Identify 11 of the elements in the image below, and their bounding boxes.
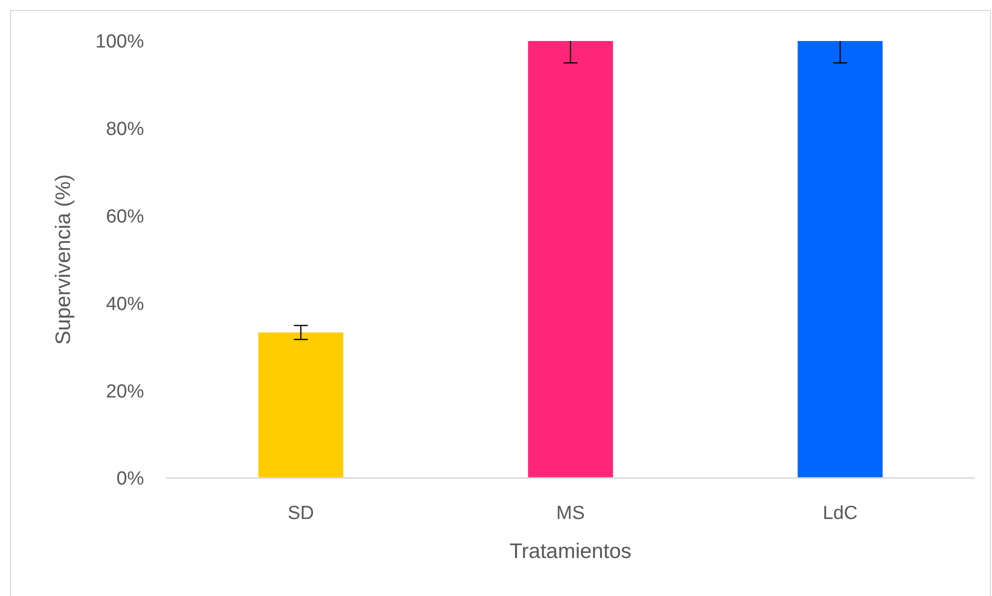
y-tick-label: 40% (106, 294, 144, 315)
y-tick-label: 20% (106, 381, 144, 402)
x-tick-label: LdC (822, 503, 858, 524)
y-tick-label: 100% (95, 32, 144, 53)
y-tick-label: 80% (106, 119, 144, 140)
y-tick-label: 60% (106, 206, 144, 228)
y-tick-label: 0% (116, 468, 144, 490)
x-tick-label: SD (288, 503, 314, 524)
x-tick-label: MS (556, 503, 585, 524)
y-axis-title: Supervivencia (%) (52, 174, 75, 345)
x-axis-title: Tratamientos (510, 540, 632, 563)
